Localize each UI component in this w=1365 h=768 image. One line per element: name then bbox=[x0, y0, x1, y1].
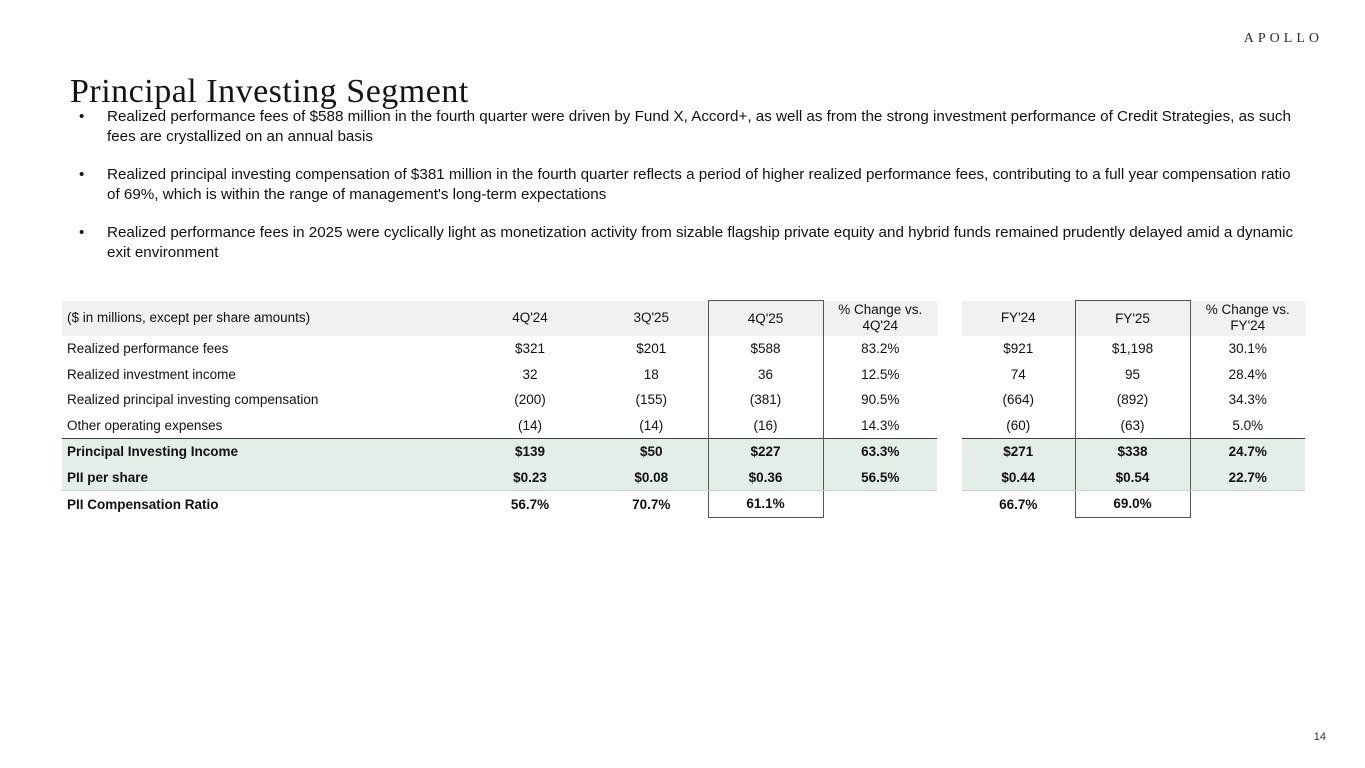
table-cell: 36 bbox=[707, 361, 824, 387]
column-header: 4Q'24 bbox=[465, 300, 595, 336]
table-cell: (155) bbox=[635, 392, 667, 408]
row-label: Principal Investing Income bbox=[62, 438, 465, 465]
bullet-text: Realized principal investing compensatio… bbox=[107, 166, 1291, 203]
table-cell: 66.7% bbox=[962, 490, 1075, 517]
table-cell: 61.1% bbox=[707, 490, 824, 518]
row-label: Realized principal investing compensatio… bbox=[67, 392, 319, 408]
column-header: % Change vs. 4Q'24 bbox=[823, 300, 937, 336]
column-header: 4Q'25 bbox=[707, 300, 824, 336]
table-cell: (60) bbox=[1006, 417, 1031, 433]
column-header: FY'25 bbox=[1074, 300, 1191, 336]
table-cell: 69.0% bbox=[1074, 490, 1191, 518]
table-cell: (892) bbox=[1074, 387, 1191, 413]
table-cell: $0.08 bbox=[595, 464, 708, 491]
row-label: Other operating expenses bbox=[67, 417, 223, 433]
table-cell: $321 bbox=[514, 341, 546, 357]
table-row: Realized principal investing compensatio… bbox=[62, 387, 1305, 413]
table-cell: $227 bbox=[707, 438, 824, 465]
table-cell: (16) bbox=[707, 412, 824, 439]
table-cell bbox=[823, 490, 937, 517]
column-header: 3Q'25 bbox=[595, 300, 708, 336]
bullet-icon: • bbox=[79, 166, 85, 183]
row-label: PII per share bbox=[62, 464, 465, 491]
table-cell: 24.7% bbox=[1190, 438, 1305, 465]
table-cell: $139 bbox=[465, 438, 595, 465]
table-cell: 74 bbox=[1010, 366, 1026, 382]
table-cell: $50 bbox=[595, 438, 708, 465]
column-gap bbox=[937, 387, 962, 413]
table-cell bbox=[1190, 490, 1305, 517]
table-cell: (63) bbox=[1074, 412, 1191, 439]
column-header: % Change vs. FY'24 bbox=[1190, 300, 1305, 336]
table-cell: $0.54 bbox=[1074, 464, 1191, 491]
table-cell: 70.7% bbox=[595, 490, 708, 517]
table-cell: 63.3% bbox=[823, 438, 937, 465]
table-row: PII per share $0.23 $0.08 $0.36 56.5% $0.44 $0… bbox=[62, 464, 1305, 491]
table-row: Principal Investing Income $139 $50 $227 63.… bbox=[62, 438, 1305, 465]
financial-table: ($ in millions, except per share amounts… bbox=[62, 300, 1305, 518]
row-label: Realized investment income bbox=[67, 366, 236, 382]
table-cell: 28.4% bbox=[1228, 366, 1267, 382]
table-cell: (14) bbox=[517, 417, 542, 433]
column-gap bbox=[937, 490, 962, 517]
table-cell: 95 bbox=[1074, 361, 1191, 387]
header-row: ($ in millions, except per share amounts… bbox=[62, 300, 1305, 336]
column-gap bbox=[937, 438, 962, 465]
table-cell: 30.1% bbox=[1228, 341, 1267, 357]
table-row: Other operating expenses (14) (14) (16) 14.3… bbox=[62, 412, 1305, 439]
apollo-logo: APOLLO bbox=[1243, 31, 1323, 46]
table-cell: $588 bbox=[707, 336, 824, 362]
column-header: FY'24 bbox=[962, 300, 1075, 336]
row-label: Realized performance fees bbox=[67, 341, 229, 357]
table-unit-label: ($ in millions, except per share amounts… bbox=[62, 300, 465, 336]
table-row: PII Compensation Ratio 56.7% 70.7% 61.1% 66.… bbox=[62, 490, 1305, 518]
table-cell: (381) bbox=[707, 387, 824, 413]
table-cell: $1,198 bbox=[1074, 336, 1191, 362]
table-cell: 12.5% bbox=[861, 366, 900, 382]
column-gap bbox=[937, 361, 962, 387]
table-cell: 83.2% bbox=[861, 341, 900, 357]
column-gap bbox=[937, 412, 962, 439]
table-cell: 32 bbox=[522, 366, 538, 382]
table-cell: $338 bbox=[1074, 438, 1191, 465]
column-gap bbox=[937, 464, 962, 491]
bullet-icon: • bbox=[79, 224, 85, 241]
table-cell: 34.3% bbox=[1228, 392, 1267, 408]
table-cell: $201 bbox=[636, 341, 667, 357]
bullet-text: Realized performance fees of $588 millio… bbox=[107, 108, 1291, 145]
bullet-item: • Realized performance fees in 2025 were… bbox=[79, 223, 1298, 262]
bullet-list: • Realized performance fees of $588 mill… bbox=[76, 107, 1298, 281]
table-cell: 22.7% bbox=[1190, 464, 1305, 491]
row-label: PII Compensation Ratio bbox=[62, 490, 465, 517]
table-cell: 14.3% bbox=[861, 417, 900, 433]
table-cell: (664) bbox=[1002, 392, 1034, 408]
table-cell: 18 bbox=[643, 366, 659, 382]
bullet-icon: • bbox=[79, 108, 85, 125]
table-row: Realized performance fees $321 $201 $588 83.… bbox=[62, 336, 1305, 362]
table-cell: 56.5% bbox=[823, 464, 937, 491]
financial-table-container: ($ in millions, except per share amounts… bbox=[62, 300, 1305, 518]
table-cell: (200) bbox=[514, 392, 546, 408]
table-cell: $0.44 bbox=[962, 464, 1075, 491]
table-cell: 5.0% bbox=[1232, 417, 1264, 433]
bullet-text: Realized performance fees in 2025 were c… bbox=[107, 224, 1294, 261]
column-gap bbox=[937, 336, 962, 362]
table-cell: $921 bbox=[1003, 341, 1034, 357]
table-cell: $0.23 bbox=[465, 464, 595, 491]
table-cell: (14) bbox=[639, 417, 664, 433]
column-gap bbox=[937, 300, 962, 336]
bullet-item: • Realized performance fees of $588 mill… bbox=[79, 107, 1298, 146]
bullet-item: • Realized principal investing compensat… bbox=[79, 165, 1298, 204]
table-cell: $271 bbox=[962, 438, 1075, 465]
table-cell: $0.36 bbox=[707, 464, 824, 491]
table-cell: 56.7% bbox=[465, 490, 595, 517]
page-title: Principal Investing Segment bbox=[70, 72, 469, 110]
table-cell: 90.5% bbox=[861, 392, 900, 408]
page-number: 14 bbox=[1313, 731, 1326, 743]
table-row: Realized investment income 32 18 36 12.5% 74 9… bbox=[62, 361, 1305, 387]
